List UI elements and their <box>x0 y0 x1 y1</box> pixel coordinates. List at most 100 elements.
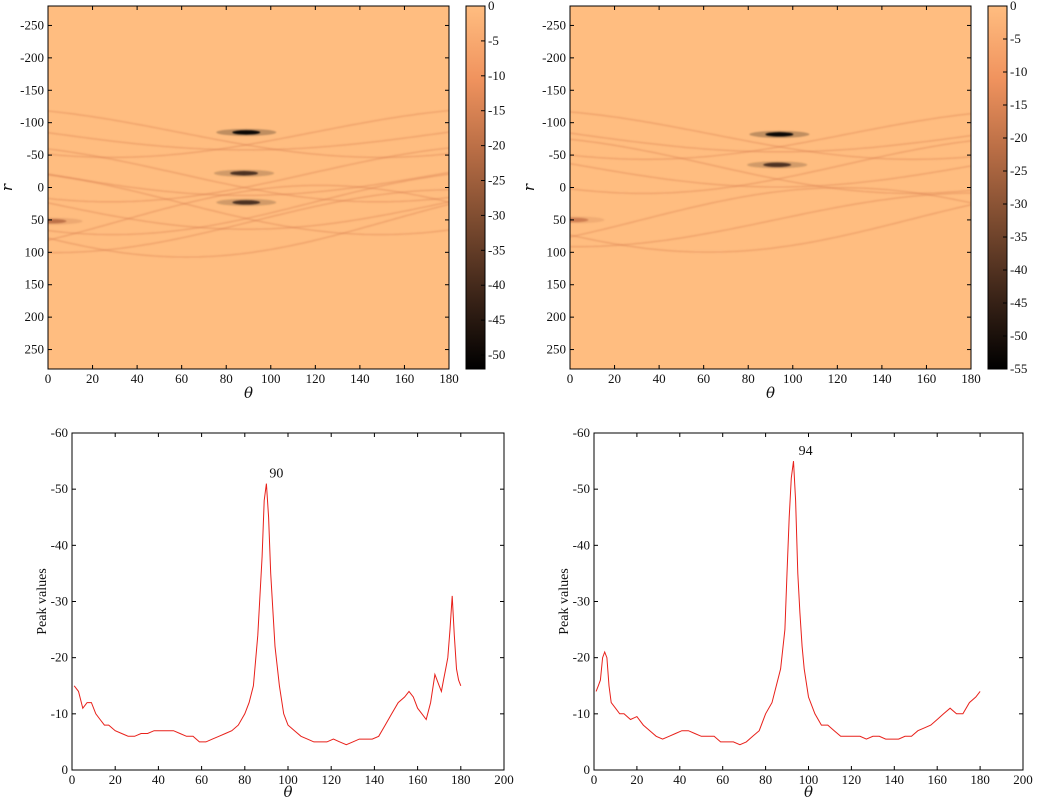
y-tick-label: -200 <box>542 50 566 65</box>
colorbar-tick-label: -45 <box>1010 295 1027 310</box>
y-tick-label: 0 <box>38 180 45 195</box>
x-axis-label: θ <box>244 384 253 402</box>
colorbar-tick-label: -5 <box>1010 31 1021 46</box>
x-tick-label: 140 <box>365 772 385 787</box>
hough-curve <box>48 174 449 236</box>
y-tick-label: -40 <box>573 537 590 552</box>
y-tick-label: -40 <box>51 537 68 552</box>
x-tick-label: 180 <box>451 772 471 787</box>
x-axis-label: θ <box>804 783 813 798</box>
x-tick-label: 180 <box>439 371 459 386</box>
x-tick-label: 0 <box>69 772 76 787</box>
x-tick-label: 100 <box>261 371 281 386</box>
hough-curve <box>570 204 971 253</box>
colorbar-tick-label: -10 <box>1010 64 1027 79</box>
colorbar-tick-label: -25 <box>488 173 505 188</box>
hough-curves <box>48 109 449 258</box>
x-tick-label: 20 <box>630 772 643 787</box>
hough-curve <box>570 138 971 195</box>
x-tick-label: 80 <box>759 772 772 787</box>
plot-frame <box>71 432 505 771</box>
y-tick-label: 0 <box>560 180 567 195</box>
y-tick-label: 150 <box>25 277 45 292</box>
x-tick-label: 120 <box>842 772 862 787</box>
plot-frame <box>593 432 1024 771</box>
peak-halo <box>214 169 275 177</box>
y-tick-label: -50 <box>573 481 590 496</box>
x-tick-label: 20 <box>86 371 99 386</box>
hough-curve <box>48 171 449 197</box>
x-tick-label: 80 <box>238 772 251 787</box>
hough-curve <box>48 203 449 258</box>
colorbar-tick-label: -35 <box>488 242 505 257</box>
x-tick-label: 100 <box>783 371 803 386</box>
y-tick-label: 250 <box>25 342 45 357</box>
x-tick-label: 100 <box>278 772 298 787</box>
y-tick-label: -10 <box>573 706 590 721</box>
colorbar-tick-label: -50 <box>488 347 505 362</box>
colorbar-tick-label: -30 <box>1010 196 1027 211</box>
x-tick-label: 0 <box>45 371 52 386</box>
colorbar-tick-label: -20 <box>1010 130 1027 145</box>
x-tick-label: 160 <box>917 371 937 386</box>
colorbar-tick-label: -10 <box>488 68 505 83</box>
x-tick-label: 60 <box>697 371 710 386</box>
x-axis-label: θ <box>283 783 292 798</box>
hough-curve <box>570 186 971 238</box>
y-axis-label: r <box>0 183 16 191</box>
y-tick-label: -200 <box>20 50 44 65</box>
peak-halo <box>749 130 810 138</box>
x-tick-label: 60 <box>195 772 208 787</box>
y-axis-label: r <box>520 183 538 191</box>
hough-curve <box>570 162 971 188</box>
hough-curve <box>570 140 971 195</box>
y-tick-label: 0 <box>62 762 69 777</box>
colorbar-tick-label: -5 <box>488 33 499 48</box>
y-tick-label: -250 <box>20 17 44 32</box>
series-line <box>595 461 981 746</box>
hough-curve <box>48 131 449 151</box>
hough-curve <box>48 184 449 241</box>
y-tick-label: -20 <box>51 650 68 665</box>
x-tick-label: 60 <box>716 772 729 787</box>
y-tick-label: 150 <box>547 277 567 292</box>
y-tick-label: -50 <box>27 147 44 162</box>
x-axis-label: θ <box>766 384 775 402</box>
x-tick-label: 120 <box>321 772 341 787</box>
x-tick-label: 40 <box>152 772 165 787</box>
x-tick-label: 160 <box>408 772 428 787</box>
x-tick-label: 200 <box>494 772 514 787</box>
y-tick-label: -60 <box>573 425 590 440</box>
x-tick-label: 40 <box>653 371 666 386</box>
colorbar-tick-label: -40 <box>1010 262 1027 277</box>
peak-halo <box>216 128 277 136</box>
hough-curve <box>570 111 971 161</box>
y-tick-label: 200 <box>25 309 45 324</box>
y-tick-label: 100 <box>25 244 45 259</box>
colorbar-tick-label: -45 <box>488 312 505 327</box>
colorbar-tick-label: -40 <box>488 277 505 292</box>
y-axis-label: Peak values <box>557 568 572 634</box>
y-axis-label: Peak values <box>35 568 50 634</box>
x-tick-label: 140 <box>872 371 892 386</box>
y-tick-label: -50 <box>549 147 566 162</box>
hough-curve <box>48 201 449 230</box>
colorbar-tick-label: -15 <box>1010 97 1027 112</box>
y-tick-label: -60 <box>51 425 68 440</box>
hough-curve <box>48 173 449 236</box>
x-tick-label: 40 <box>131 371 144 386</box>
y-tick-label: 250 <box>547 342 567 357</box>
x-tick-label: 20 <box>109 772 122 787</box>
heatmap-2: 0 20 40 60 80 100 120 140 160 180-250-200-150-100… <box>520 0 1027 402</box>
y-tick-label: -20 <box>573 650 590 665</box>
x-tick-label: 120 <box>306 371 326 386</box>
colorbar-tick-label: -15 <box>488 103 505 118</box>
y-tick-label: -30 <box>573 594 590 609</box>
hough-curve <box>48 188 449 254</box>
peak-annotation: 94 <box>799 444 813 459</box>
peak-halo <box>48 217 83 225</box>
y-tick-label: -100 <box>542 115 566 130</box>
y-tick-label: -10 <box>51 706 68 721</box>
colorbar-tick-label: -20 <box>488 138 505 153</box>
